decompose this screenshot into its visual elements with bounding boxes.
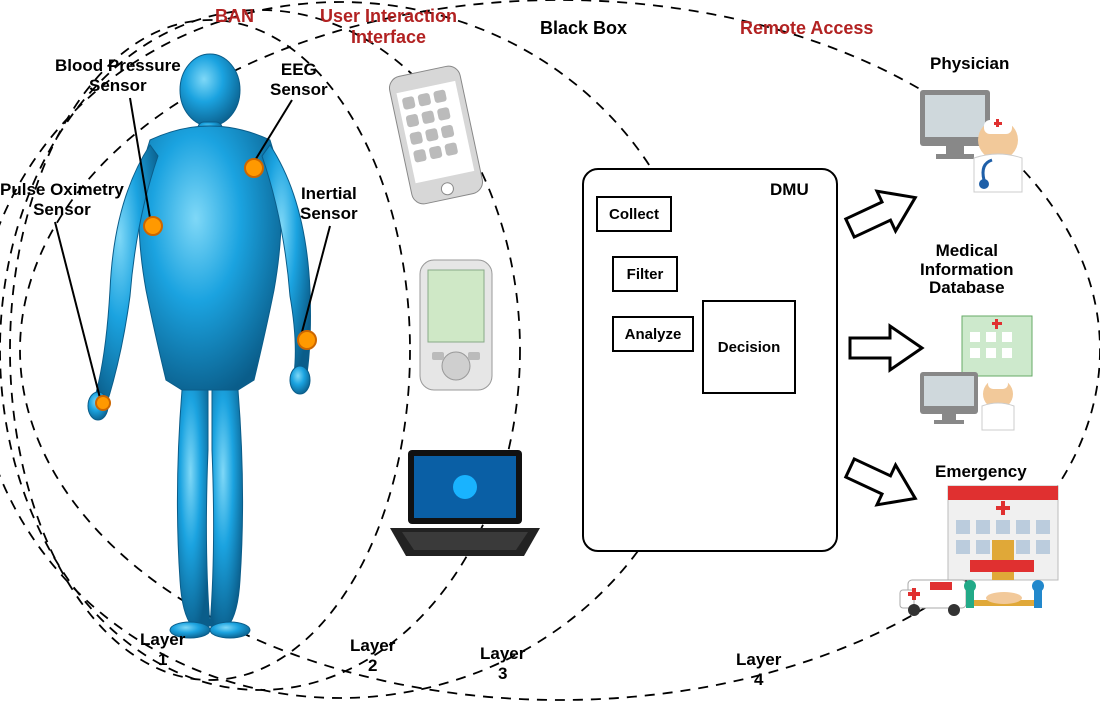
sensor-dot-bp [143, 216, 163, 236]
label-bp-sensor: Blood Pressure Sensor [55, 56, 181, 95]
header-uii: User Interaction Interface [320, 6, 457, 47]
smartphone-icon [387, 64, 484, 206]
label-medical-db: Medical Information Database [920, 242, 1014, 298]
laptop-icon [390, 450, 540, 556]
dmu-box-decision: Decision [702, 300, 796, 394]
layer-3-label: Layer 3 [480, 644, 525, 683]
dmu-box-analyze: Analyze [612, 316, 694, 352]
header-blackbox: Black Box [540, 18, 627, 39]
dmu-box-filter: Filter [612, 256, 678, 292]
layer-ellipses [0, 0, 1100, 700]
emergency-icon [900, 486, 1058, 616]
label-eeg-sensor: EEG Sensor [270, 60, 328, 99]
label-inertial-sensor: Inertial Sensor [300, 184, 358, 223]
header-ban: BAN [215, 6, 254, 27]
label-physician: Physician [930, 54, 1009, 74]
layer-4-label: Layer 4 [736, 650, 781, 689]
diagram-canvas [0, 0, 1100, 702]
label-pulseox-sensor: Pulse Oximetry Sensor [0, 180, 124, 219]
label-emergency: Emergency [935, 462, 1027, 482]
ellipse-layer-2 [0, 10, 520, 690]
pda-icon [420, 260, 492, 390]
header-remote: Remote Access [740, 18, 873, 39]
ellipse-layer-4 [20, 0, 1100, 700]
dmu-title: DMU [770, 180, 809, 200]
layer-1-label: Layer 1 [140, 630, 185, 669]
human-body-icon [88, 54, 311, 638]
sensor-dot-inertial [297, 330, 317, 350]
block-arrows [841, 178, 925, 519]
sensor-leader-lines [55, 98, 330, 398]
sensor-dot-pulseox [95, 395, 111, 411]
sensor-dot-eeg [244, 158, 264, 178]
ellipse-layer-1 [10, 20, 410, 680]
layer-2-label: Layer 2 [350, 636, 395, 675]
medical-database-icon [920, 316, 1032, 430]
dmu-box-collect: Collect [596, 196, 672, 232]
physician-icon [920, 90, 1022, 192]
